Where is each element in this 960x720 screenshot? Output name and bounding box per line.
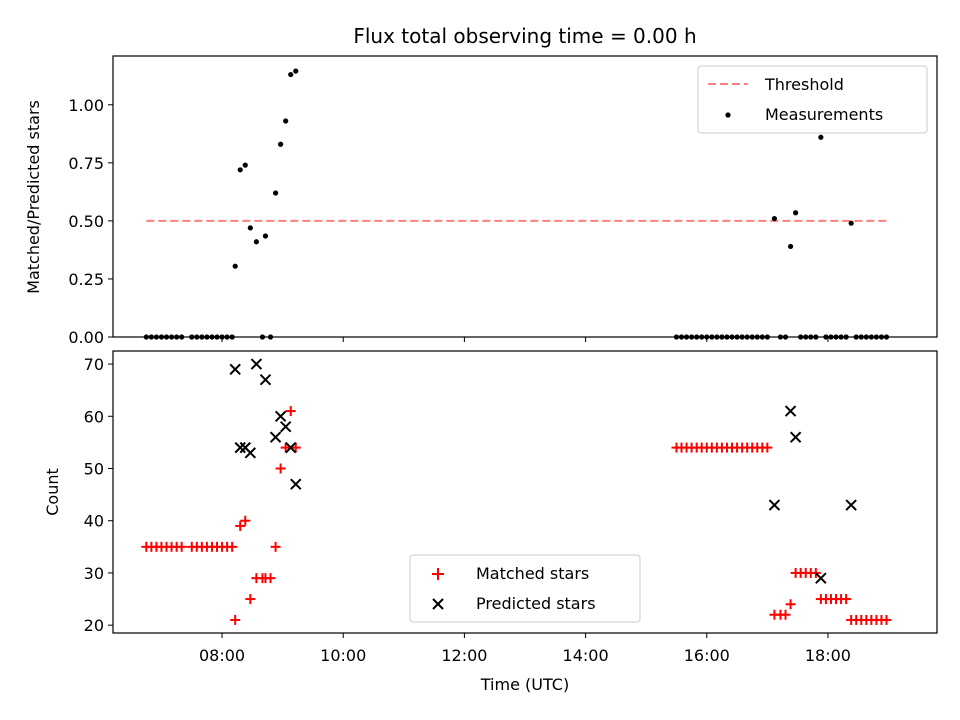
matched-star-point <box>290 442 301 453</box>
predicted-star-point <box>768 499 781 511</box>
predicted-star-point <box>815 572 827 584</box>
matched-star-point <box>881 614 892 625</box>
predicted-star-point <box>229 363 241 375</box>
matched-star-point <box>240 515 251 526</box>
x-axis-label: Time (UTC) <box>480 675 569 694</box>
measurement-point <box>293 68 299 74</box>
matched-star-point <box>245 594 256 605</box>
matched-star-point <box>780 609 791 620</box>
matched-star-point <box>227 541 238 552</box>
bottom-marks <box>141 358 892 625</box>
measurement-point <box>278 141 284 147</box>
predicted-star-point <box>845 499 857 511</box>
bottom-panel: 20 30 40 50 60 70 08:00 10:00 12:00 14:00 16:00 18… <box>43 350 938 694</box>
bottom-legend-box <box>409 554 641 623</box>
matched-star-point <box>762 442 773 453</box>
predicted-star-point <box>269 431 282 443</box>
legend-predicted-label: Predicted stars <box>476 594 596 613</box>
bottom-x-tick-label: 16:00 <box>684 646 730 665</box>
legend-measurements-label: Measurements <box>765 105 883 124</box>
predicted-star-point <box>789 431 802 443</box>
top-legend-box <box>697 65 928 134</box>
top-x-ticks <box>221 337 829 342</box>
measurement-point <box>848 220 854 226</box>
matched-star-point <box>785 599 796 610</box>
measurement-point <box>232 263 238 269</box>
predicted-star-point <box>784 405 797 417</box>
bottom-y-tick-label: 30 <box>84 564 104 583</box>
predicted-star-point <box>274 410 287 422</box>
measurement-point <box>272 190 279 196</box>
measurement-point <box>253 239 259 245</box>
bottom-axes-frame <box>112 350 938 634</box>
bottom-x-tick-label: 12:00 <box>441 646 487 665</box>
matched-star-point <box>265 573 276 584</box>
bottom-y-tick-label: 20 <box>84 616 104 635</box>
top-y-tick-label: 0.00 <box>68 328 104 347</box>
top-y-tick-label: 0.25 <box>68 270 104 289</box>
top-legend: Threshold Measurements <box>697 65 928 134</box>
legend-threshold-label: Threshold <box>764 75 844 94</box>
top-y-tick-label: 0.75 <box>68 154 104 173</box>
bottom-x-ticks: 08:00 10:00 12:00 14:00 16:00 18:00 <box>199 633 851 665</box>
bottom-x-tick-label: 14:00 <box>563 646 609 665</box>
top-y-axis-label: Matched/Predicted stars <box>24 100 43 294</box>
top-panel: 0.00 0.25 0.50 0.75 1.00 Matched/Predicted s… <box>24 55 938 347</box>
predicted-star-point <box>290 478 302 490</box>
matched-star-point <box>275 463 286 474</box>
predicted-star-point <box>250 358 263 370</box>
measurement-point <box>237 167 243 173</box>
top-y-tick-label: 0.50 <box>68 212 104 231</box>
measurement-point <box>242 162 248 168</box>
measurement-point <box>793 210 799 216</box>
bottom-y-tick-label: 60 <box>84 407 104 426</box>
bottom-y-tick-label: 50 <box>84 460 104 479</box>
matched-star-point <box>270 541 281 552</box>
legend-measurements-swatch <box>725 112 731 118</box>
matched-star-point <box>235 520 246 531</box>
chart-title: Flux total observing time = 0.00 h <box>353 24 696 48</box>
predicted-star-point <box>259 374 272 386</box>
top-marks <box>143 68 890 340</box>
bottom-x-tick-label: 10:00 <box>320 646 366 665</box>
predicted-star-point <box>285 441 297 454</box>
bottom-x-tick-label: 18:00 <box>805 646 851 665</box>
measurement-point <box>818 134 824 140</box>
matched-star-point <box>176 541 187 552</box>
bottom-y-ticks: 20 30 40 50 60 70 <box>84 355 113 635</box>
matched-star-point <box>810 567 821 578</box>
matched-star-point <box>841 594 852 605</box>
top-axes-frame <box>112 55 938 338</box>
matched-star-point <box>230 614 241 625</box>
predicted-star-point <box>279 421 292 433</box>
measurement-point <box>771 215 778 222</box>
measurement-point <box>262 233 269 239</box>
measurement-point <box>283 118 289 124</box>
top-y-ticks: 0.00 0.25 0.50 0.75 1.00 <box>68 96 113 347</box>
bottom-y-tick-label: 40 <box>84 512 104 531</box>
measurement-point <box>787 243 794 250</box>
matched-star-point <box>285 406 296 417</box>
legend-predicted-swatch <box>432 598 444 610</box>
legend-matched-label: Matched stars <box>476 564 589 583</box>
legend-matched-swatch <box>432 568 444 580</box>
bottom-y-axis-label: Count <box>43 468 62 516</box>
bottom-y-tick-label: 70 <box>84 355 104 374</box>
top-y-tick-label: 1.00 <box>68 96 104 115</box>
bottom-legend: Matched stars Predicted stars <box>409 554 641 623</box>
measurement-point <box>247 225 253 231</box>
predicted-star-point <box>244 447 257 459</box>
bottom-x-tick-label: 08:00 <box>199 646 245 665</box>
matched-star-point <box>280 442 291 453</box>
predicted-star-point <box>234 441 246 454</box>
measurement-point <box>288 71 294 78</box>
